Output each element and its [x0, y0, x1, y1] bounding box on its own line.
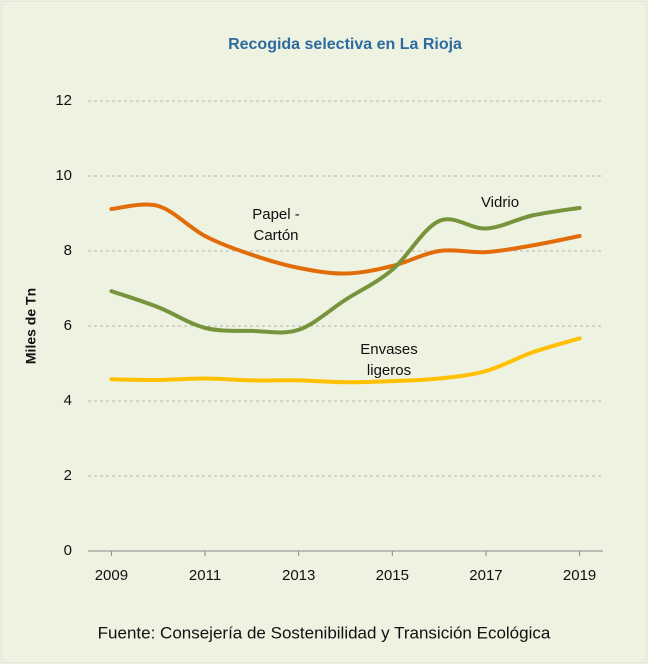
y-tick-label: 8 — [64, 242, 72, 259]
x-tick-label: 2019 — [563, 567, 596, 584]
annotation: Cartón — [253, 227, 298, 244]
x-tick-label: 2017 — [469, 567, 502, 584]
line — [109, 336, 582, 385]
line — [109, 205, 582, 335]
y-tick-label: 10 — [55, 167, 72, 184]
y-tick-label: 4 — [64, 392, 72, 409]
annotation: Envases — [360, 341, 418, 358]
y-tick-label: 0 — [64, 542, 72, 559]
annotation: Vidrio — [481, 194, 519, 211]
y-axis-label: Miles de Tn — [23, 288, 39, 364]
chart-title: Recogida selectiva en La Rioja — [228, 36, 462, 53]
x-tick-label: 2013 — [282, 567, 315, 584]
x-tick-label: 2011 — [189, 567, 221, 584]
source: Fuente: Consejería de Sostenibilidad y T… — [98, 623, 551, 642]
y-tick-label: 6 — [64, 317, 72, 334]
x-tick-label: 2009 — [95, 567, 128, 584]
x-tick-label: 2015 — [376, 567, 409, 584]
annotation: Papel - — [252, 206, 300, 223]
annotation: ligeros — [367, 362, 411, 379]
line — [109, 202, 582, 276]
y-tick-label: 12 — [55, 92, 72, 109]
y-tick-label: 2 — [64, 467, 72, 484]
